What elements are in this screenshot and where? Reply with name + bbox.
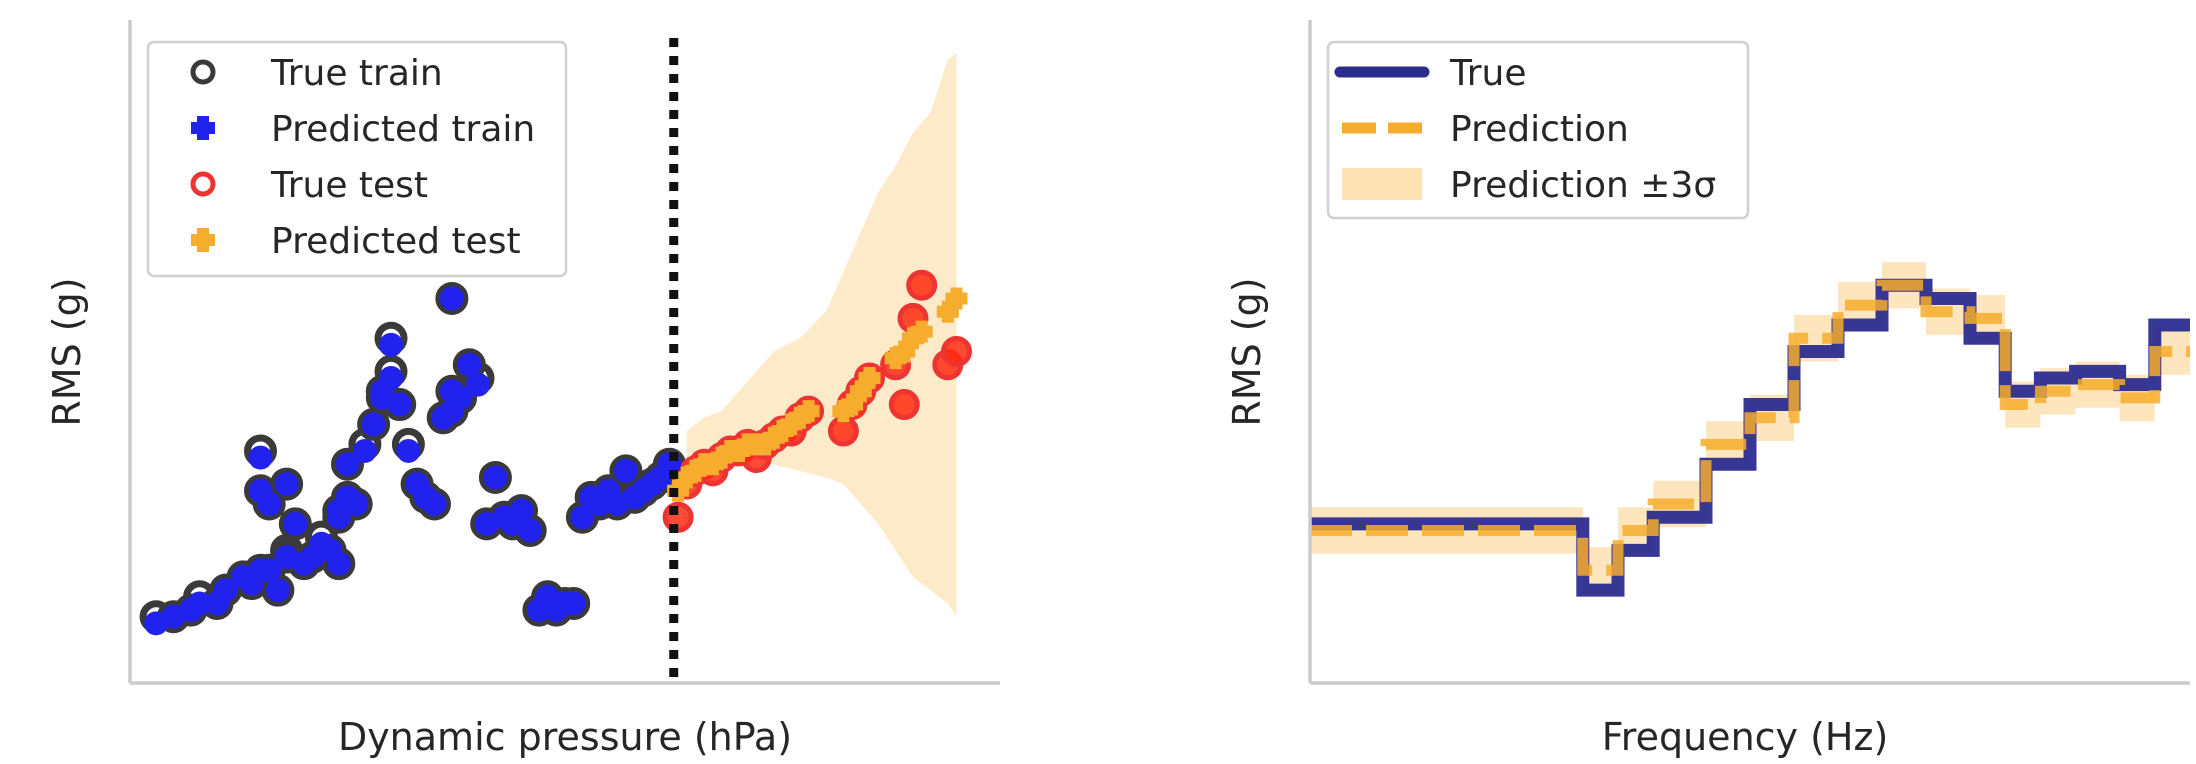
predicted-test-point xyxy=(797,400,820,423)
predicted-train-point xyxy=(518,518,543,543)
left-legend-marker xyxy=(191,116,215,140)
right-chart-panel: Frequency (Hz) RMS (g) True Prediction Pre… xyxy=(1225,20,2190,759)
left-x-axis-label: Dynamic pressure (hPa) xyxy=(338,715,792,759)
right-legend: True Prediction Prediction ±3σ xyxy=(1326,40,1750,220)
predicted-train-point xyxy=(248,445,273,470)
predicted-train-point xyxy=(187,591,212,616)
true-test-point xyxy=(941,336,972,367)
predicted-train-point xyxy=(274,472,299,497)
predicted-train-point xyxy=(335,452,360,477)
predicted-train-point xyxy=(257,491,282,516)
predicted-train-point xyxy=(466,372,490,397)
prediction-series-line xyxy=(1310,279,2190,576)
true-train-point xyxy=(278,507,312,541)
predicted-train-point xyxy=(257,558,282,583)
predicted-test-point xyxy=(858,367,881,390)
predicted-train-point xyxy=(561,591,586,616)
predicted-train-point xyxy=(213,578,238,603)
left-legend-box xyxy=(146,40,568,278)
predicted-train-point xyxy=(326,498,351,523)
predicted-train-point xyxy=(326,551,351,576)
left-legend-marker xyxy=(190,59,216,85)
right-legend-label: Prediction xyxy=(1450,109,1629,150)
left-legend-label: Predicted test xyxy=(271,221,521,262)
predicted-train-point xyxy=(570,505,595,530)
left-legend-label: Predicted train xyxy=(271,109,535,150)
predicted-train-point xyxy=(396,438,421,463)
predicted-train-point xyxy=(370,379,395,404)
true-train-point xyxy=(478,460,512,494)
predicted-train-point xyxy=(361,412,386,437)
left-legend-label: True train xyxy=(270,53,443,94)
predicted-train-point xyxy=(283,511,308,536)
left-legend-label: True test xyxy=(270,165,428,206)
true-test-point xyxy=(906,269,938,301)
left-y-axis-label: RMS (g) xyxy=(45,277,89,426)
predicted-test-point xyxy=(910,320,933,343)
true-train-point xyxy=(331,447,364,481)
predicted-train-point xyxy=(387,392,412,417)
right-legend-box xyxy=(1326,40,1750,220)
left-legend-marker xyxy=(191,228,215,252)
right-legend-marker xyxy=(1342,168,1422,200)
predicted-test-point xyxy=(945,287,968,310)
true-train-point xyxy=(435,281,469,315)
left-legend-marker xyxy=(190,171,216,197)
right-y-axis-label: RMS (g) xyxy=(1225,277,1269,426)
left-prediction-band xyxy=(686,53,957,617)
left-legend: True train Predicted train True test Predic… xyxy=(146,40,568,278)
predicted-train-point xyxy=(422,491,447,516)
predicted-train-point xyxy=(439,399,464,424)
left-scatter-points xyxy=(139,269,972,636)
predicted-train-point xyxy=(509,498,534,523)
predicted-train-point xyxy=(613,458,638,483)
left-chart-panel: Dynamic pressure (hPa) RMS (g) True trai… xyxy=(45,20,1000,759)
predicted-train-point xyxy=(379,332,403,357)
predicted-train-point xyxy=(439,286,464,311)
predicted-train-point xyxy=(352,438,377,463)
right-x-axis-label: Frequency (Hz) xyxy=(1602,715,1889,759)
right-legend-label: True xyxy=(1449,53,1526,94)
true-test-point xyxy=(888,389,920,421)
right-legend-label: Prediction ±3σ xyxy=(1450,165,1716,206)
predicted-train-point xyxy=(483,465,508,490)
left-uncertainty-band xyxy=(686,53,957,617)
true-train-point xyxy=(270,467,304,501)
predicted-train-point xyxy=(457,352,482,377)
predicted-train-point xyxy=(274,545,299,570)
predicted-train-point xyxy=(265,578,290,603)
